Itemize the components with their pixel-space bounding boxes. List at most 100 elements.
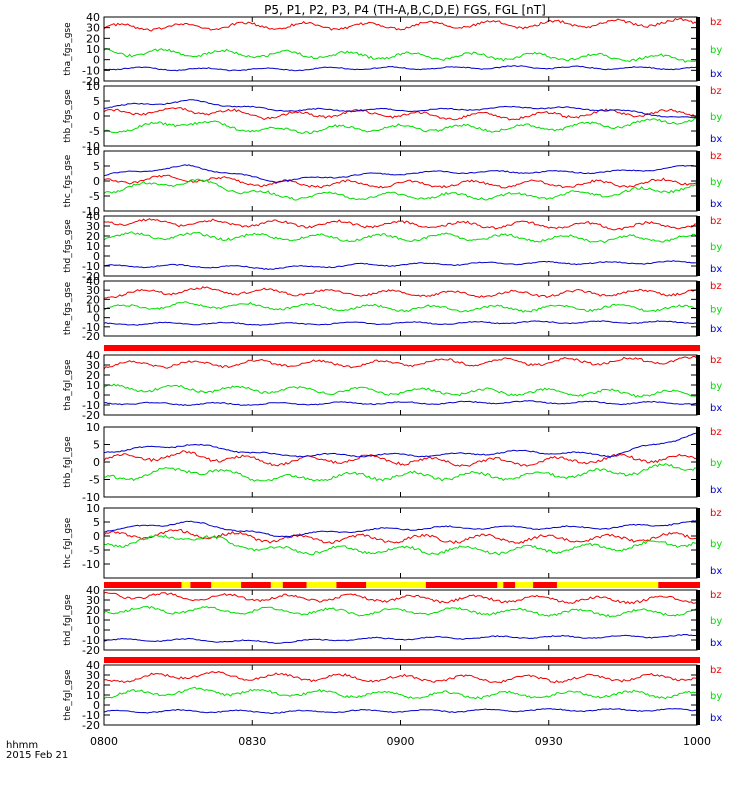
panel-right-edge (696, 355, 700, 415)
quality-flag-segment (556, 582, 659, 588)
y-tick-label: 20 (86, 293, 100, 306)
y-tick-label: -10 (82, 558, 100, 571)
trace-by-thb_fgs_gse (103, 117, 698, 135)
y-tick-label: 5 (93, 516, 100, 529)
y-tick-label: 40 (86, 659, 100, 672)
y-tick-label: 40 (86, 210, 100, 223)
panel-thb_fgl_gse: 10 5 0 -5 -10 thb_fgl_gse bz by bx (63, 421, 722, 504)
legend-bx: bx (710, 403, 722, 414)
legend-by: by (710, 616, 722, 627)
quality-flag-segment (190, 582, 212, 588)
trace-by-tha_fgl_gse (103, 383, 697, 398)
y-tick-label: -10 (82, 491, 100, 504)
legend-by: by (710, 112, 722, 123)
panel-frame (103, 507, 698, 579)
y-tick-label: 30 (86, 220, 100, 233)
trace-by-the_fgs_gse (103, 301, 698, 313)
legend-bz: bz (710, 665, 722, 676)
y-tick-label: 40 (86, 11, 100, 24)
legend-bx: bx (710, 69, 722, 80)
quality-flag-segment (306, 582, 337, 588)
y-tick-label: 20 (86, 230, 100, 243)
legend-by: by (710, 458, 722, 469)
trace-bx-thd_fgl_gse (103, 633, 698, 644)
panel-right-edge (696, 151, 700, 211)
panel-right-edge (696, 590, 700, 650)
panel-right-edge (696, 86, 700, 146)
y-tick-label: 10 (86, 689, 100, 702)
quality-flag-segment (104, 582, 182, 588)
y-tick-label: 10 (86, 145, 100, 158)
legend-bz: bz (710, 17, 722, 28)
y-tick-label: -20 (82, 75, 100, 88)
y-tick-label: -5 (89, 190, 100, 203)
y-tick-label: -10 (82, 634, 100, 647)
trace-bx-thb_fgl_gse (103, 432, 698, 458)
x-axis-unit-label: hhmm (6, 740, 38, 751)
y-tick-label: 0 (93, 54, 100, 67)
y-tick-label: -5 (89, 474, 100, 487)
legend-bx: bx (710, 638, 722, 649)
panel-thb_fgs_gse: 10 5 0 -5 -10 thb_fgs_gse bz by bx (63, 80, 722, 153)
y-tick-label: -10 (82, 205, 100, 218)
trace-bx-thd_fgs_gse (103, 260, 698, 271)
trace-bz-thc_fgs_gse (103, 174, 698, 189)
quality-flag-bar (104, 345, 700, 351)
legend-bx: bx (710, 324, 722, 335)
y-axis-label: thd_fgl_gse (63, 594, 73, 646)
quality-flag-segment (336, 582, 367, 588)
trace-by-thd_fgl_gse (103, 605, 698, 618)
panel-right-edge (696, 281, 700, 336)
y-tick-label: 20 (86, 32, 100, 45)
x-tick-label: 0900 (387, 735, 415, 748)
y-tick-label: 0 (93, 456, 100, 469)
legend-by: by (710, 305, 722, 316)
trace-bx-thc_fgl_gse (103, 519, 698, 538)
trace-bx-the_fgs_gse (103, 320, 698, 326)
legend-bx: bx (710, 134, 722, 145)
trace-bz-the_fgl_gse (103, 671, 698, 684)
y-tick-label: -20 (82, 644, 100, 657)
quality-flag-segment (181, 582, 191, 588)
y-tick-label: -10 (82, 140, 100, 153)
legend-bx: bx (710, 566, 722, 577)
y-tick-label: 0 (93, 530, 100, 543)
trace-bz-thb_fgs_gse (103, 107, 698, 121)
x-tick-label: 0830 (238, 735, 266, 748)
trace-bx-thb_fgs_gse (103, 99, 698, 119)
panel-frame (103, 426, 698, 498)
y-tick-label: -10 (82, 709, 100, 722)
legend-bx: bx (710, 199, 722, 210)
y-tick-label: 20 (86, 369, 100, 382)
legend-bz: bz (710, 151, 722, 162)
trace-bx-thc_fgs_gse (103, 164, 698, 183)
quality-flag-segment (270, 582, 283, 588)
panel-frame (103, 16, 698, 82)
y-tick-label: -20 (82, 719, 100, 732)
panel-right-edge (696, 665, 700, 725)
y-tick-label: -10 (82, 399, 100, 412)
y-axis-label: thc_fgs_gse (63, 154, 73, 207)
y-tick-label: 30 (86, 594, 100, 607)
y-tick-label: -20 (82, 409, 100, 422)
y-tick-label: 5 (93, 95, 100, 108)
y-tick-label: 10 (86, 80, 100, 93)
y-axis-label: thb_fgs_gse (63, 89, 73, 143)
x-tick-label: 0930 (535, 735, 563, 748)
y-tick-label: 0 (93, 312, 100, 325)
y-tick-label: 10 (86, 240, 100, 253)
quality-flag-bar (104, 657, 700, 663)
y-tick-label: -5 (89, 125, 100, 138)
y-axis-label: tha_fgl_gse (63, 359, 73, 411)
legend-bx: bx (710, 485, 722, 496)
trace-by-thc_fgl_gse (103, 534, 698, 556)
legend-bz: bz (710, 590, 722, 601)
x-tick-label: 0800 (90, 735, 118, 748)
